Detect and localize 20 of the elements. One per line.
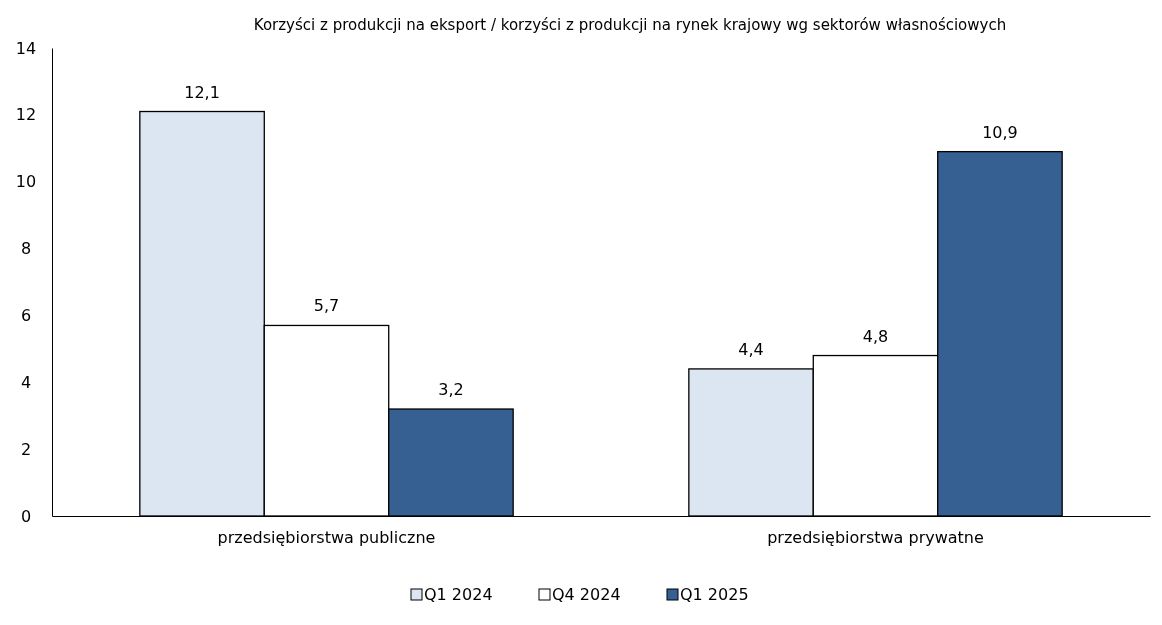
y-tick-label: 4 xyxy=(20,372,32,392)
legend-label: Q4 2024 xyxy=(552,585,621,604)
y-tick-label: 6 xyxy=(20,306,32,326)
legend-label: Q1 2024 xyxy=(424,585,493,604)
data-label: 3,2 xyxy=(438,380,464,400)
y-tick-label: 12 xyxy=(15,105,37,125)
data-label: 4,4 xyxy=(738,339,764,359)
x-tick-label: przedsiębiorstwa publiczne xyxy=(217,528,436,548)
y-tick-label: 10 xyxy=(15,172,37,192)
data-label: 5,7 xyxy=(313,296,340,316)
data-label: 12,1 xyxy=(184,82,220,102)
y-tick-label: 8 xyxy=(20,239,32,259)
y-tick-label: 14 xyxy=(15,38,37,58)
x-tick-label: przedsiębiorstwa prywatne xyxy=(767,528,984,548)
y-tick-label: 2 xyxy=(20,439,32,459)
data-label: 4,8 xyxy=(862,326,889,346)
legend-label: Q1 2025 xyxy=(680,585,749,604)
y-tick-label: 0 xyxy=(20,506,32,526)
data-label: 10,9 xyxy=(982,122,1018,142)
chart-title: Korzyści z produkcji na eksport / korzyści z produkcji na rynek krajowy wg sektorów własnościowych xyxy=(253,16,1007,34)
